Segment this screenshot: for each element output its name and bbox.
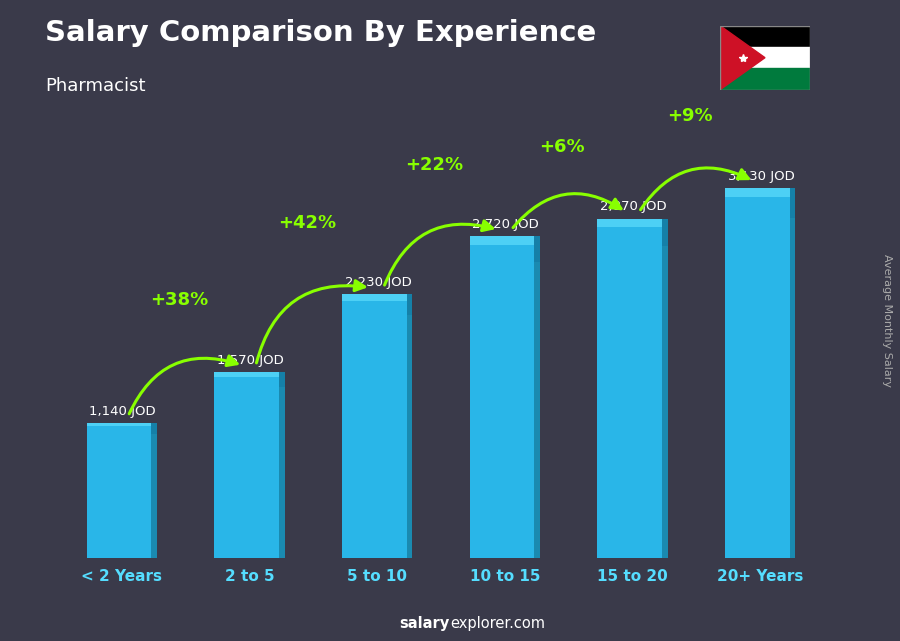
Polygon shape <box>720 26 765 90</box>
Text: salary: salary <box>400 616 450 631</box>
Text: +6%: +6% <box>539 138 585 156</box>
Bar <box>725 188 790 197</box>
Bar <box>790 218 796 558</box>
Bar <box>790 188 796 218</box>
Bar <box>598 219 662 228</box>
Text: 1,570 JOD: 1,570 JOD <box>217 354 284 367</box>
Text: Pharmacist: Pharmacist <box>45 77 146 95</box>
Text: 2,720 JOD: 2,720 JOD <box>472 218 539 231</box>
Bar <box>720 47 810 69</box>
Bar <box>720 26 810 47</box>
Bar <box>407 294 412 315</box>
Bar <box>342 294 407 558</box>
Text: Salary Comparison By Experience: Salary Comparison By Experience <box>45 19 596 47</box>
Bar <box>214 372 279 377</box>
Bar <box>535 262 540 558</box>
Bar <box>279 387 284 558</box>
Text: +9%: +9% <box>667 107 713 125</box>
Bar <box>725 188 790 558</box>
Bar <box>598 219 662 558</box>
Bar <box>279 372 284 387</box>
Bar <box>86 423 151 558</box>
Text: +38%: +38% <box>150 292 208 310</box>
Text: +42%: +42% <box>278 213 336 231</box>
Text: explorer.com: explorer.com <box>450 616 545 631</box>
Bar <box>535 237 540 262</box>
Text: 2,870 JOD: 2,870 JOD <box>600 201 667 213</box>
Text: 3,130 JOD: 3,130 JOD <box>728 170 795 183</box>
Bar <box>342 294 407 301</box>
Bar <box>720 69 810 90</box>
Bar <box>470 237 535 244</box>
Bar <box>86 423 151 426</box>
Bar <box>662 219 668 246</box>
Bar <box>470 237 535 558</box>
Text: +22%: +22% <box>406 156 464 174</box>
Text: 1,140 JOD: 1,140 JOD <box>89 404 156 418</box>
Bar <box>662 246 668 558</box>
Text: Average Monthly Salary: Average Monthly Salary <box>881 254 892 387</box>
Bar <box>214 372 279 558</box>
Bar <box>407 315 412 558</box>
Bar <box>151 434 157 558</box>
Bar <box>151 423 157 434</box>
Text: 2,230 JOD: 2,230 JOD <box>345 276 411 289</box>
